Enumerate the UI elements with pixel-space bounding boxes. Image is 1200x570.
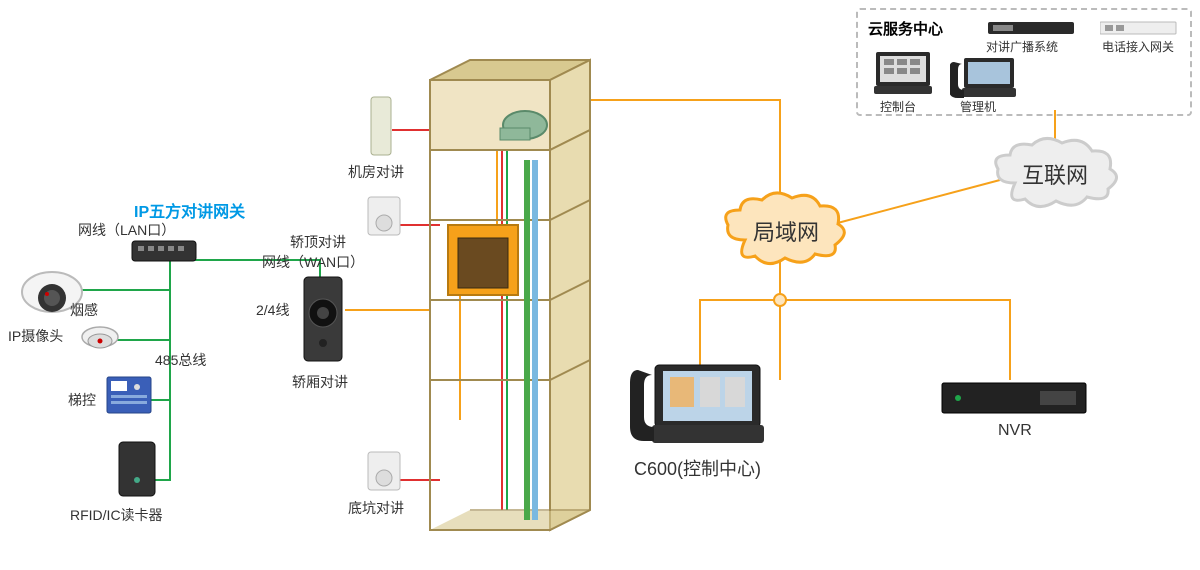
broadcast-label: 对讲广播系统: [986, 38, 1058, 55]
smoke-label: 烟感: [70, 300, 98, 320]
console-icon: [872, 50, 936, 103]
lan-label: 网线（LAN口）: [78, 220, 175, 240]
rfid-reader-icon: [115, 440, 159, 505]
gateway-title: IP五方对讲网关: [134, 198, 245, 222]
ip-camera-label: IP摄像头: [8, 326, 63, 346]
gateway-device-icon: [300, 275, 346, 370]
lan-cloud-label: 局域网: [753, 215, 819, 247]
smoke-sensor-icon: [80, 325, 120, 362]
internet-cloud-label: 互联网: [1022, 158, 1088, 190]
nvr-label: NVR: [998, 422, 1032, 440]
pit-label: 底坑对讲: [348, 498, 404, 518]
cloud-center-box: 云服务中心 对讲广播系统 电话接入网关 控制台 管理机: [856, 8, 1192, 116]
bus485-label: 485总线: [155, 350, 206, 370]
c600-device-icon: [630, 355, 780, 460]
cloud-center-title: 云服务中心: [868, 21, 943, 38]
nvr-device-icon: [940, 375, 1090, 425]
mgmt-label: 管理机: [960, 98, 996, 115]
phone-gw-label: 电话接入网关: [1102, 38, 1174, 55]
console-label: 控制台: [880, 98, 916, 115]
c600-label: C600(控制中心): [634, 455, 761, 481]
lift-controller-icon: [105, 375, 153, 420]
liftctrl-label: 梯控: [68, 390, 96, 410]
pit-intercom-icon: [366, 450, 404, 499]
machine-room-intercom-icon: [368, 95, 394, 165]
car-intercom-label: 轿厢对讲: [292, 372, 348, 392]
machine-room-label: 机房对讲: [348, 162, 404, 182]
car-top-label: 轿顶对讲: [290, 232, 346, 252]
wan-label: 网线（WAN口）: [262, 252, 364, 272]
line24-label: 2/4线: [256, 300, 289, 320]
rfid-label: RFID/IC读卡器: [70, 505, 163, 525]
car-top-intercom-icon: [366, 195, 404, 244]
switch-icon: [130, 235, 200, 272]
